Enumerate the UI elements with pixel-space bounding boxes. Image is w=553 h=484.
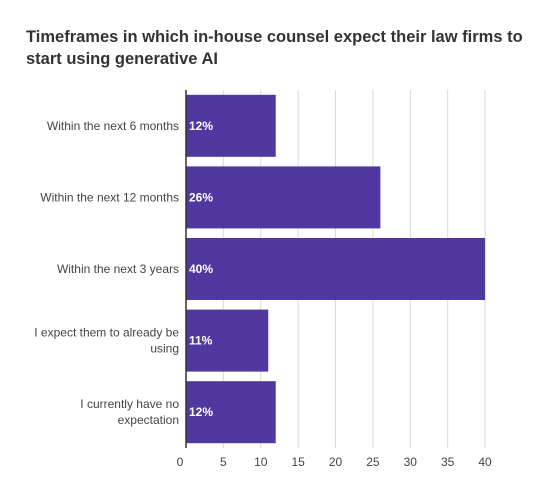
x-tick-label: 5	[220, 455, 227, 469]
category-label: Within the next 12 months	[40, 190, 179, 204]
category-label: using	[150, 342, 179, 356]
x-tick-label: 0	[177, 455, 184, 469]
category-label: Within the next 3 years	[57, 262, 179, 276]
data-label: 12%	[189, 119, 213, 133]
category-labels: Within the next 6 months Within the next …	[34, 119, 179, 427]
x-tick-label: 30	[404, 455, 418, 469]
bar	[186, 166, 381, 229]
x-tick-label: 25	[366, 455, 380, 469]
bar	[186, 94, 276, 157]
x-tick-label: 10	[254, 455, 268, 469]
category-label: I expect them to already be	[34, 326, 179, 340]
x-tick-labels: 0 5 10 15 20 25 30 35 40	[177, 455, 492, 469]
category-label: expectation	[118, 413, 179, 427]
bars: 12% 26% 40% 11% 12%	[186, 94, 486, 444]
x-tick-label: 20	[329, 455, 343, 469]
x-tick-label: 40	[478, 455, 492, 469]
category-label: I currently have no	[80, 397, 179, 411]
bar	[186, 309, 269, 372]
chart-title: Timeframes in which in-house counsel exp…	[26, 28, 523, 68]
data-label: 40%	[189, 262, 213, 276]
bar	[186, 238, 486, 300]
x-tick-label: 15	[291, 455, 305, 469]
x-tick-label: 35	[441, 455, 455, 469]
data-label: 11%	[189, 334, 213, 348]
data-label: 26%	[189, 190, 213, 204]
bar	[186, 381, 276, 444]
category-label: Within the next 6 months	[47, 119, 179, 133]
data-label: 12%	[189, 405, 213, 419]
